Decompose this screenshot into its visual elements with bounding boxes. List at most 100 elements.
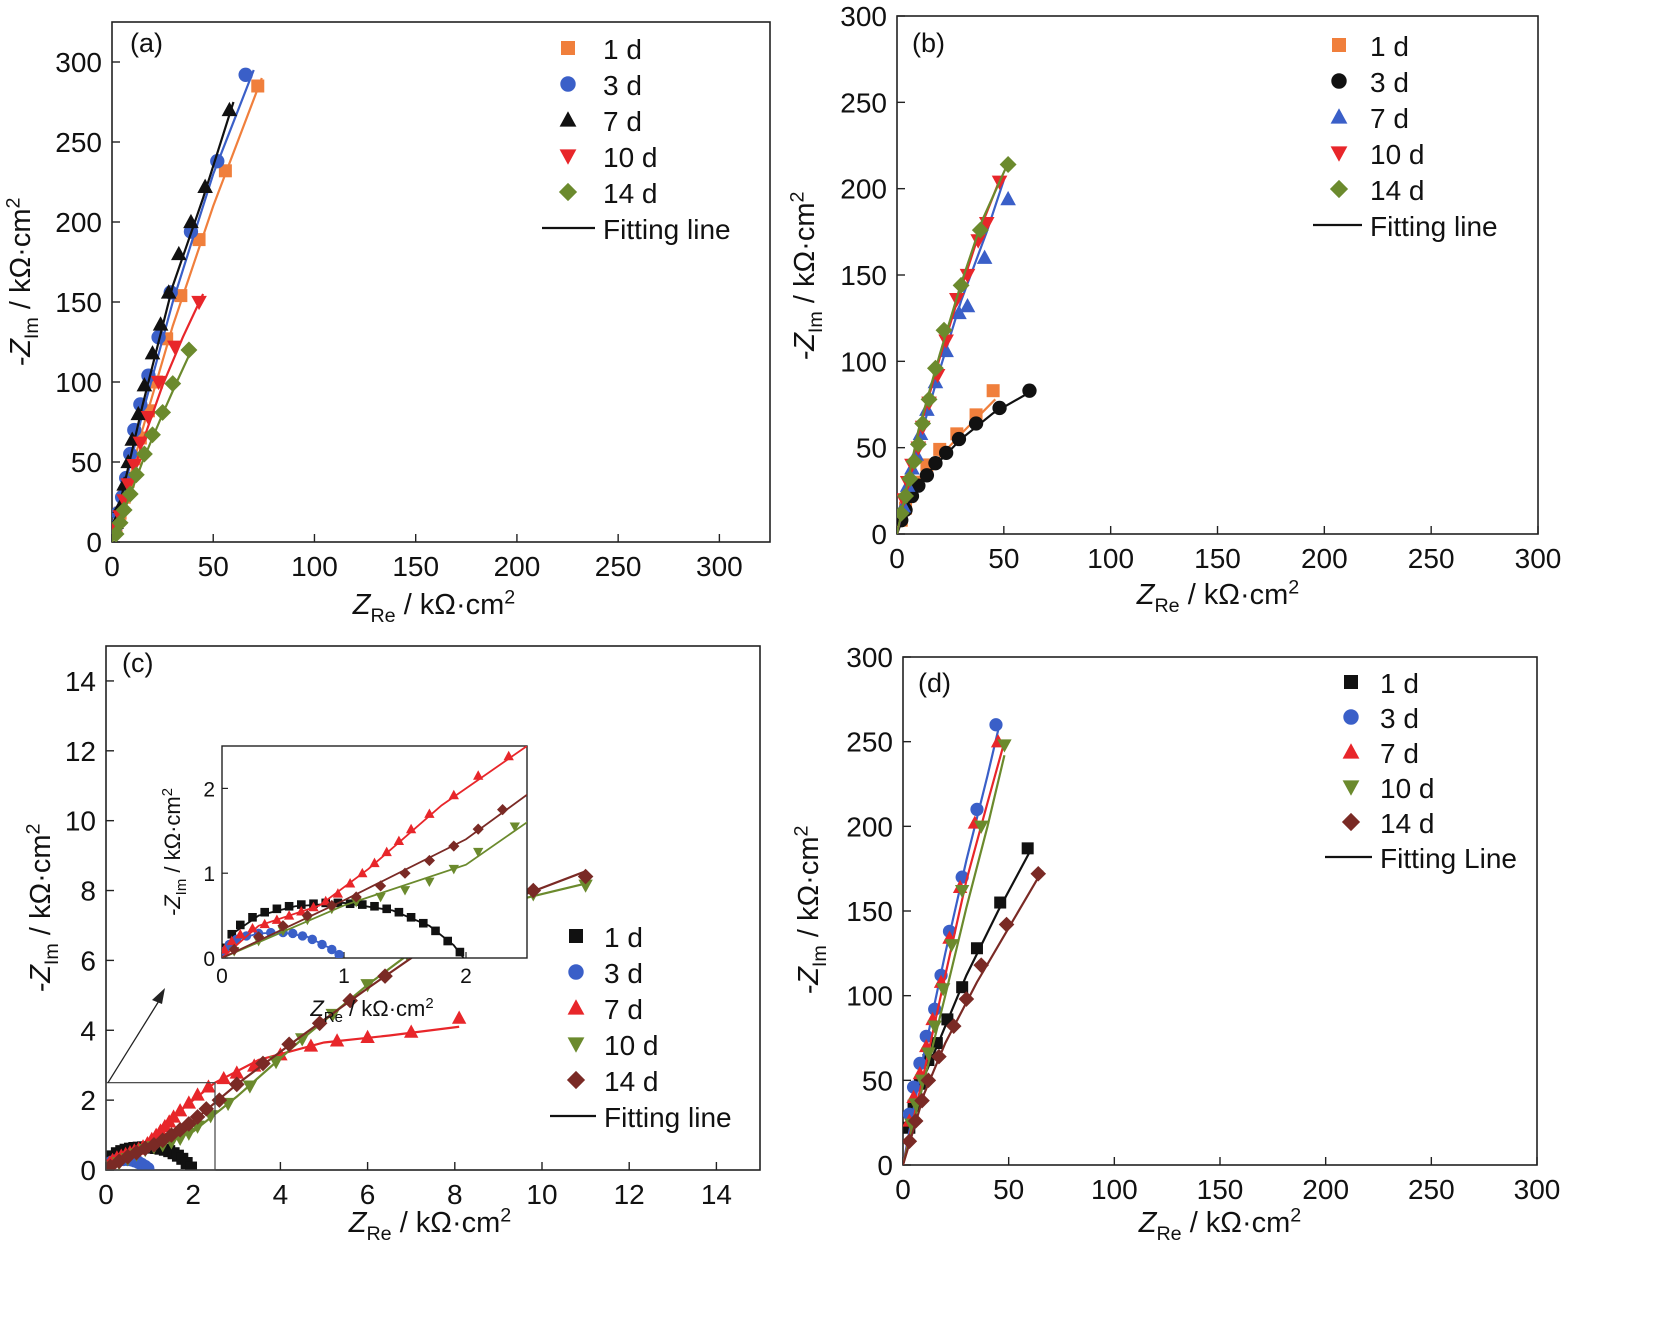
inset-data-point-1d bbox=[419, 918, 428, 928]
data-point-3d bbox=[1022, 383, 1037, 398]
legend: 1 d 3 d 7 d 10 d 14 d Fitting line bbox=[1313, 31, 1498, 242]
data-point-14d bbox=[172, 1122, 188, 1138]
data-point-10d bbox=[938, 334, 954, 349]
y-tick-label: 0 bbox=[80, 1155, 96, 1186]
inset-data-point-14d bbox=[350, 891, 362, 903]
x-tick-label: 10 bbox=[526, 1179, 557, 1210]
data-point-3d bbox=[919, 468, 935, 483]
data-point-14d bbox=[1030, 865, 1047, 882]
x-tick-label: 50 bbox=[993, 1174, 1024, 1205]
data-point-10d bbox=[997, 739, 1012, 753]
inset-data-point-7d bbox=[332, 888, 344, 898]
data-point-7d bbox=[136, 377, 153, 392]
inset-y-axis-title-sub: Im bbox=[173, 879, 190, 896]
data-point-10d bbox=[132, 436, 149, 451]
inset-data-point-14d bbox=[497, 804, 509, 816]
data-point-3d bbox=[141, 1162, 155, 1170]
inset-data-point-7d bbox=[308, 901, 319, 912]
x-axis-title-unit: / kΩ·cm bbox=[1182, 1207, 1291, 1239]
y-axis-title-main: -Z bbox=[793, 966, 825, 995]
inset-data-point-7d bbox=[369, 857, 380, 868]
data-point-14d bbox=[905, 453, 923, 470]
data-point-3d bbox=[151, 330, 166, 345]
data-point-14d bbox=[577, 868, 594, 885]
data-point-1d bbox=[218, 164, 232, 178]
x-tick-label: 300 bbox=[696, 551, 743, 582]
data-point-14d bbox=[135, 445, 153, 463]
legend-marker bbox=[566, 1070, 586, 1090]
legend-label: 10 d bbox=[604, 1030, 659, 1061]
series-layer bbox=[112, 67, 265, 542]
x-tick-label: 150 bbox=[1197, 1174, 1244, 1205]
inset-data-point-7d bbox=[235, 928, 246, 939]
legend-marker bbox=[1329, 179, 1349, 199]
x-tick-label: 300 bbox=[1514, 1174, 1561, 1205]
inset-data-point-10d bbox=[424, 877, 435, 888]
inset-y-tick-label: 1 bbox=[203, 863, 215, 886]
y-axis-title-sup: 2 bbox=[787, 192, 809, 203]
x-tick-label: 250 bbox=[595, 551, 642, 582]
inset-data-point-10d bbox=[509, 822, 520, 832]
x-tick-label: 4 bbox=[273, 1179, 289, 1210]
data-point-14d bbox=[377, 968, 393, 984]
inset-data-point-3d bbox=[297, 931, 308, 941]
inset-data-point-14d bbox=[375, 880, 387, 892]
y-axis-title: -ZIm / kΩ·cm2 bbox=[3, 198, 44, 367]
y-tick-label: 0 bbox=[86, 527, 102, 558]
legend-label: 1 d bbox=[604, 922, 643, 953]
data-point-14d bbox=[342, 992, 358, 1009]
data-point-3d bbox=[989, 718, 1003, 732]
data-point-14d bbox=[281, 1036, 297, 1053]
legend-fit-label: Fitting Line bbox=[1380, 843, 1517, 874]
data-point-1d bbox=[956, 981, 969, 994]
data-point-14d bbox=[931, 1048, 947, 1065]
data-point-10d bbox=[973, 820, 989, 834]
inset-data-point-1d bbox=[370, 901, 379, 911]
inset-x-axis-title-sup: 2 bbox=[425, 995, 433, 1012]
data-point-1d bbox=[941, 1013, 954, 1026]
data-point-14d bbox=[115, 501, 133, 519]
data-point-7d bbox=[201, 1079, 216, 1093]
y-axis-title-sup: 2 bbox=[23, 824, 45, 835]
x-axis-title: ZRe / kΩ·cm2 bbox=[1138, 1205, 1302, 1246]
legend-marker bbox=[567, 999, 585, 1015]
x-axis-title: ZRe / kΩ·cm2 bbox=[348, 1205, 512, 1246]
panel-label: (b) bbox=[912, 28, 945, 58]
data-point-14d bbox=[154, 403, 172, 421]
data-point-3d bbox=[919, 1029, 933, 1043]
x-tick-label: 150 bbox=[392, 551, 439, 582]
x-tick-label: 250 bbox=[1408, 543, 1455, 574]
x-tick-label: 100 bbox=[291, 551, 338, 582]
data-point-7d bbox=[221, 101, 238, 117]
zoom-arrow-head bbox=[152, 988, 165, 1004]
series-layer bbox=[903, 718, 1047, 1165]
data-point-10d bbox=[166, 340, 183, 355]
data-point-14d bbox=[229, 1076, 245, 1093]
inset-data-point-7d bbox=[357, 867, 368, 878]
y-tick-label: 10 bbox=[65, 806, 96, 837]
chart-panel-a: 0 50 100 150 200 250 300 0 50 100 150 200 250 300 ZRe … bbox=[3, 21, 771, 627]
inset-x-axis-title-text: ZRe / kΩ·cm2 bbox=[309, 995, 433, 1026]
y-tick-label: 150 bbox=[846, 896, 893, 927]
legend-label: 14 d bbox=[1380, 808, 1435, 839]
plot-frame bbox=[105, 645, 761, 1171]
x-axis-title-main: Z bbox=[352, 589, 372, 621]
data-point-10d bbox=[970, 234, 986, 249]
y-axis-title: -ZIm / kΩ·cm2 bbox=[787, 192, 828, 361]
inset-data-point-3d bbox=[317, 939, 327, 950]
legend-label: 14 d bbox=[604, 1066, 659, 1097]
series-layer bbox=[897, 156, 1037, 534]
y-axis-title-main: -Z bbox=[25, 964, 57, 993]
fitting-line-1d bbox=[903, 851, 1031, 1165]
inset-x-tick-label: 2 bbox=[460, 965, 472, 988]
data-point-10d bbox=[959, 268, 976, 284]
y-tick-label: 0 bbox=[871, 519, 887, 550]
legend-label: 7 d bbox=[1380, 738, 1419, 769]
x-tick-label: 0 bbox=[104, 551, 120, 582]
y-tick-label: 300 bbox=[846, 642, 893, 673]
x-axis-title-sub: Re bbox=[1154, 595, 1179, 617]
data-point-7d bbox=[144, 345, 161, 360]
legend-marker bbox=[559, 149, 577, 165]
inset-data-point-1d bbox=[272, 904, 282, 914]
data-point-14d bbox=[120, 1148, 136, 1165]
